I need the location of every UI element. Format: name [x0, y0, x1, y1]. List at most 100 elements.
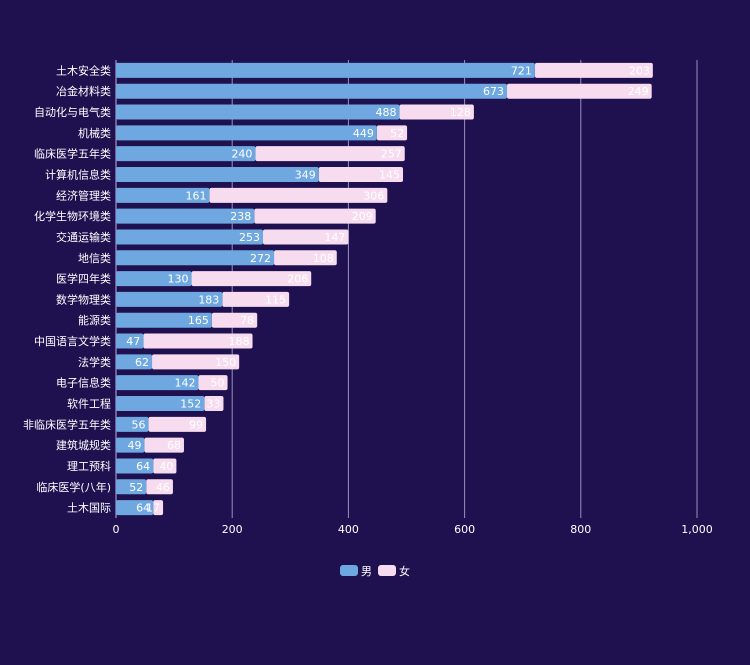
bar-male [116, 500, 154, 516]
bar-male [116, 479, 147, 495]
bar-value-label-female: 150 [215, 356, 236, 369]
bar-value-label-female: 52 [390, 127, 404, 140]
category-label: 临床医学五年类 [34, 147, 111, 161]
bar-male [116, 187, 210, 203]
category-label: 临床医学(八年) [36, 480, 111, 494]
category-label: 中国语言文学类 [34, 334, 111, 348]
bar-value-label-male: 161 [186, 189, 207, 202]
bar-value-label-female: 257 [381, 148, 402, 161]
bar-value-label-male: 152 [180, 398, 201, 411]
category-label: 地信类 [78, 251, 111, 265]
category-label: 数学物理类 [56, 292, 111, 306]
bar-female [198, 375, 228, 391]
bar-male [116, 354, 153, 370]
bar-male [116, 312, 212, 328]
bar-male [116, 146, 256, 162]
category-label: 法学类 [78, 355, 111, 369]
bar-value-label-male: 449 [353, 127, 374, 140]
bar-value-label-male: 64 [136, 460, 150, 473]
legend-label-male: 男 [361, 565, 372, 578]
category-label: 能源类 [78, 313, 111, 327]
bar-male [116, 83, 508, 99]
bar-female [399, 104, 474, 120]
bar-value-label-male: 349 [295, 169, 316, 182]
bar-value-label-female: 17 [146, 502, 160, 515]
bar-female [153, 500, 164, 516]
legend-label-female: 女 [399, 564, 410, 578]
x-tick-label: 800 [570, 523, 591, 536]
bar-male [116, 416, 149, 432]
bar-value-label-male: 52 [129, 481, 143, 494]
bar-value-label-male: 240 [231, 148, 252, 161]
legend-swatch-female [378, 565, 396, 576]
bar-value-label-male: 673 [483, 85, 504, 98]
bar-female [153, 458, 177, 474]
bar-value-label-male: 238 [230, 210, 251, 223]
x-tick-label: 1,000 [681, 523, 713, 536]
bar-value-label-female: 115 [265, 293, 286, 306]
bar-male [116, 167, 319, 182]
bar-female [143, 333, 253, 349]
bar-female [534, 62, 653, 78]
bar-female [255, 146, 405, 162]
bar-female [318, 167, 404, 182]
bar-value-label-male: 130 [168, 273, 189, 286]
bar-value-label-male: 253 [239, 231, 260, 244]
bar-value-label-female: 108 [313, 252, 334, 265]
category-label: 机械类 [78, 126, 111, 140]
bar-value-label-female: 128 [450, 106, 471, 119]
bar-value-label-male: 56 [132, 418, 146, 431]
x-tick-label: 0 [113, 523, 120, 536]
bar-value-label-male: 64 [136, 502, 150, 515]
bar-value-label-female: 203 [629, 64, 650, 77]
x-tick-label: 600 [454, 523, 475, 536]
category-label: 非临床医学五年类 [23, 417, 111, 431]
category-label: 理工预科 [67, 459, 111, 473]
bar-female [376, 125, 408, 141]
bar-female [254, 208, 376, 224]
bar-value-label-female: 188 [229, 335, 250, 348]
bar-value-label-male: 183 [198, 293, 219, 306]
bar-value-label-male: 49 [127, 439, 141, 452]
bar-value-label-female: 99 [189, 418, 203, 431]
bar-male [116, 125, 377, 141]
bar-value-label-female: 147 [324, 231, 345, 244]
x-tick-label: 400 [338, 523, 359, 536]
bar-value-label-male: 62 [135, 356, 149, 369]
legend-swatch-male [340, 565, 358, 576]
category-label: 化学生物环境类 [34, 209, 111, 223]
bar-male [116, 104, 400, 120]
bar-value-label-female: 249 [628, 85, 649, 98]
bar-value-label-male: 721 [511, 64, 532, 77]
bar-value-label-female: 40 [159, 460, 173, 473]
bar-male [116, 437, 145, 453]
bar-male [116, 62, 535, 78]
bar-male [116, 229, 263, 245]
bar-value-label-female: 306 [363, 189, 384, 202]
bar-male [116, 375, 199, 391]
category-label: 软件工程 [67, 397, 111, 411]
bar-female [274, 250, 337, 266]
bar-female [507, 83, 652, 99]
category-label: 土木国际 [67, 502, 111, 515]
bar-male [116, 333, 144, 349]
bar-male [116, 396, 205, 411]
bar-value-label-female: 33 [206, 398, 220, 411]
bar-value-label-male: 488 [376, 106, 397, 119]
bar-female [209, 187, 388, 203]
category-label: 电子信息类 [56, 376, 111, 390]
bar-female [191, 271, 312, 287]
bar-value-label-female: 50 [211, 377, 225, 390]
bar-value-label-female: 209 [352, 210, 373, 223]
category-label: 自动化与电气类 [34, 105, 111, 119]
category-label: 医学四年类 [56, 272, 111, 286]
bar-male [116, 250, 275, 266]
bar-female [148, 416, 207, 432]
bar-value-label-female: 145 [379, 169, 400, 182]
bar-female [222, 291, 290, 307]
category-label: 交通运输类 [56, 230, 111, 244]
bar-value-label-female: 78 [240, 314, 254, 327]
category-label: 经济管理类 [56, 188, 111, 202]
